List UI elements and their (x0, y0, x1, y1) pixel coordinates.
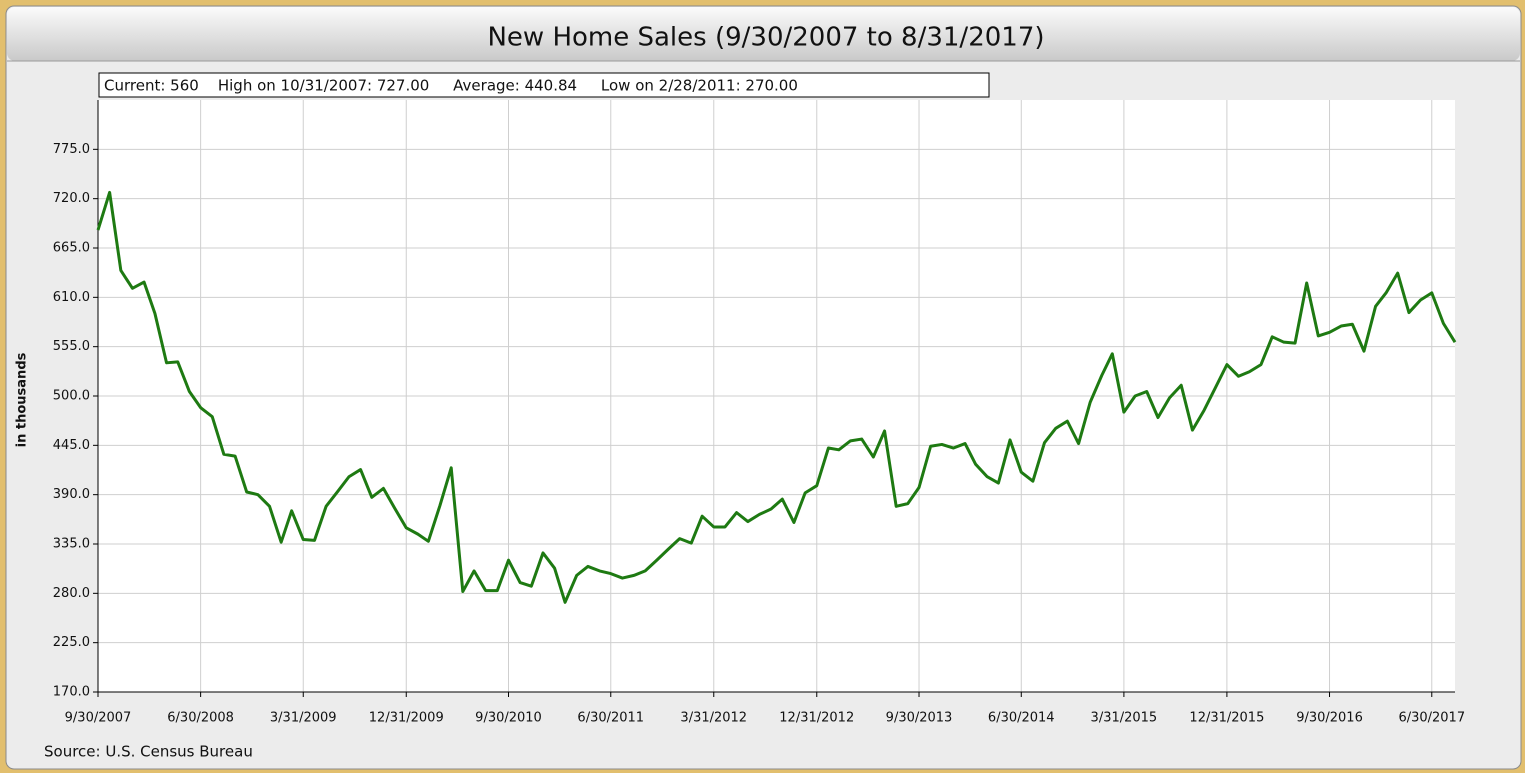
stats: Current: 560 High on 10/31/2007: 727.00 … (104, 77, 798, 95)
x-tick-label: 6/30/2008 (167, 711, 234, 726)
y-axis-label: in thousands (15, 352, 30, 447)
x-tick-label: 3/31/2015 (1091, 711, 1158, 726)
y-tick-label: 720.0 (53, 191, 90, 206)
header (7, 7, 1520, 61)
x-tick-label: 6/30/2017 (1398, 711, 1465, 726)
y-tick-label: 555.0 (53, 339, 90, 354)
y-tick-label: 335.0 (53, 537, 90, 552)
x-tick-label: 6/30/2014 (988, 711, 1055, 726)
y-tick-label: 170.0 (53, 685, 90, 700)
chart-title: New Home Sales (9/30/2007 to 8/31/2017) (487, 23, 1044, 53)
y-tick-label: 390.0 (53, 487, 90, 502)
y-tick-label: 775.0 (53, 142, 90, 157)
y-tick-label: 665.0 (53, 241, 90, 256)
x-tick-label: 9/30/2007 (65, 711, 132, 726)
y-tick-label: 610.0 (53, 290, 90, 305)
x-tick-label: 6/30/2011 (577, 711, 644, 726)
x-tick-label: 3/31/2012 (680, 711, 747, 726)
x-tick-label: 3/31/2009 (270, 711, 337, 726)
x-tick-label: 12/31/2012 (779, 711, 854, 726)
y-tick-label: 445.0 (53, 438, 90, 453)
x-tick-label: 12/31/2009 (369, 711, 444, 726)
y-tick-label: 500.0 (53, 389, 90, 404)
stats-box (98, 72, 990, 98)
x-tick-label: 9/30/2010 (475, 711, 542, 726)
x-tick-label: 12/31/2015 (1189, 711, 1264, 726)
y-tick-label: 225.0 (53, 635, 90, 650)
x-tick-label: 9/30/2013 (886, 711, 953, 726)
y-tick-label: 280.0 (53, 586, 90, 601)
source: Source: U.S. Census Bureau (44, 743, 253, 761)
x-tick-label: 9/30/2016 (1296, 711, 1363, 726)
data-line (96, 190, 1457, 604)
